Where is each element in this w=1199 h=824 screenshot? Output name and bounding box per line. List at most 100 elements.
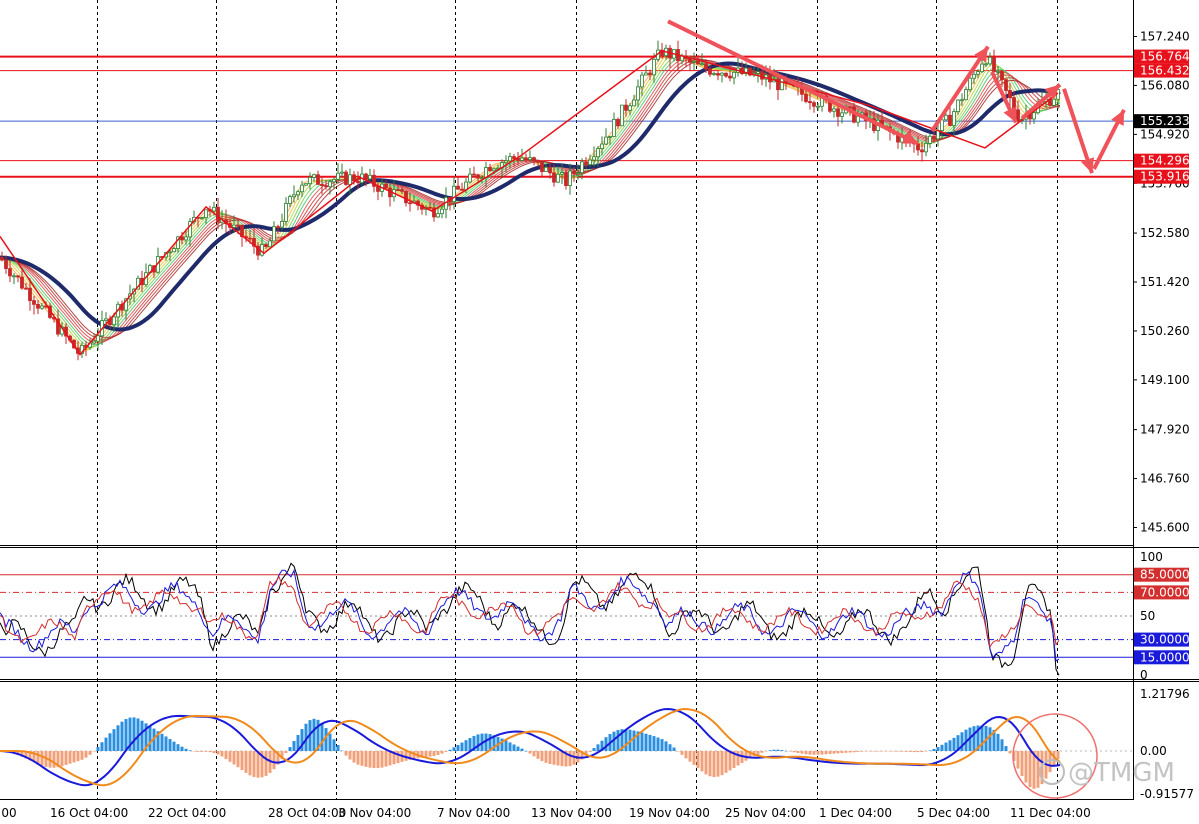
macd-histogram-bar bbox=[248, 751, 252, 776]
price-tick-label: 146.760 bbox=[1140, 472, 1190, 486]
time-axis-label: 22 Oct 04:00 bbox=[148, 806, 226, 820]
candle-body bbox=[456, 185, 460, 190]
stochastic-level-label: 70.0000 bbox=[1140, 585, 1190, 599]
macd-histogram-bar bbox=[244, 751, 248, 773]
time-axis-label: 04:00 bbox=[0, 806, 17, 820]
macd-histogram-bar bbox=[16, 751, 20, 755]
macd-histogram-bar bbox=[888, 751, 892, 752]
candle-body bbox=[536, 160, 540, 163]
stochastic-level-label: 30.0000 bbox=[1140, 633, 1190, 647]
candle-body bbox=[520, 157, 524, 161]
candle-body bbox=[748, 67, 752, 76]
price-tick-label: 157.240 bbox=[1140, 30, 1190, 44]
macd-histogram-bar bbox=[1048, 751, 1052, 773]
macd-histogram-bar bbox=[392, 751, 396, 765]
candle-body bbox=[732, 71, 736, 79]
macd-histogram-bar bbox=[876, 751, 880, 752]
macd-histogram-bar bbox=[916, 751, 920, 753]
stochastic-level-tag bbox=[1134, 585, 1189, 600]
candle-body bbox=[964, 89, 968, 101]
macd-histogram-bar bbox=[220, 751, 224, 757]
macd-histogram-bar bbox=[428, 751, 432, 757]
macd-histogram-bar bbox=[72, 751, 76, 763]
watermark-logo-icon bbox=[1039, 759, 1065, 785]
macd-histogram-bar bbox=[800, 751, 804, 754]
macd-histogram-bar bbox=[760, 751, 764, 753]
macd-histogram-bar bbox=[364, 751, 368, 767]
macd-histogram-bar bbox=[464, 740, 468, 751]
macd-histogram-bar bbox=[380, 751, 384, 768]
macd-histogram-bar bbox=[292, 741, 296, 751]
macd-histogram-bar bbox=[704, 751, 708, 775]
macd-histogram-bar bbox=[560, 751, 564, 767]
current-price-tag bbox=[1134, 114, 1189, 129]
level-price-tag bbox=[1134, 49, 1189, 64]
candle-body bbox=[36, 303, 40, 309]
candle-body bbox=[528, 157, 532, 161]
candle-body bbox=[996, 70, 1000, 73]
macd-histogram-bar bbox=[108, 733, 112, 751]
moving-average-ribbon-line bbox=[0, 59, 1061, 338]
macd-histogram-bar bbox=[892, 751, 896, 752]
macd-histogram-bar bbox=[556, 751, 560, 766]
candle-body bbox=[548, 166, 552, 174]
macd-histogram-bar bbox=[924, 751, 928, 752]
macd-histogram-bar bbox=[828, 751, 832, 754]
time-axis-label: 11 Dec 04:00 bbox=[1010, 806, 1091, 820]
candle-body bbox=[976, 71, 980, 75]
candle-body bbox=[1008, 90, 1012, 99]
candle-body bbox=[24, 287, 28, 290]
candle-body bbox=[8, 268, 12, 277]
macd-histogram-bar bbox=[228, 751, 232, 762]
price-tick-label: 149.100 bbox=[1140, 373, 1190, 387]
macd-histogram-bar bbox=[484, 733, 488, 751]
macd-histogram-bar bbox=[20, 751, 24, 757]
stochastic-level-tag bbox=[1134, 650, 1189, 665]
candle-body bbox=[564, 172, 568, 187]
macd-histogram-bar bbox=[964, 729, 968, 751]
macd-histogram-bar bbox=[112, 729, 116, 751]
macd-histogram-bar bbox=[544, 751, 548, 763]
projection-arrow-head bbox=[902, 131, 918, 144]
candle-body bbox=[180, 236, 184, 241]
candle-body bbox=[940, 119, 944, 131]
macd-histogram-bar bbox=[216, 751, 220, 755]
macd-histogram-bar bbox=[716, 751, 720, 777]
macd-histogram-bar bbox=[1008, 751, 1012, 754]
candle-body bbox=[932, 135, 936, 140]
candle-body bbox=[184, 236, 188, 241]
candle-body bbox=[724, 72, 728, 77]
macd-histogram-bar bbox=[140, 720, 144, 751]
macd-histogram-bar bbox=[352, 751, 356, 763]
macd-histogram-bar bbox=[24, 751, 28, 759]
candle-body bbox=[332, 178, 336, 183]
macd-histogram-bar bbox=[160, 733, 164, 751]
macd-histogram-bar bbox=[948, 740, 952, 751]
candle-body bbox=[188, 221, 192, 238]
macd-histogram-bar bbox=[668, 744, 672, 751]
macd-histogram-bar bbox=[696, 751, 700, 769]
candle-body bbox=[704, 63, 708, 70]
macd-histogram-bar bbox=[256, 751, 260, 778]
candle-body bbox=[552, 172, 556, 183]
macd-histogram-bar bbox=[312, 718, 316, 751]
candle-body bbox=[968, 77, 972, 90]
candle-body bbox=[644, 72, 648, 76]
macd-histogram-bar bbox=[944, 742, 948, 751]
stochastic-tick-label: 100 bbox=[1140, 550, 1163, 564]
candle-body bbox=[276, 226, 280, 229]
macd-histogram-bar bbox=[168, 739, 172, 751]
macd-histogram-bar bbox=[120, 721, 124, 751]
macd-histogram-bar bbox=[96, 747, 100, 751]
candle-body bbox=[556, 173, 560, 183]
macd-histogram-bar bbox=[420, 751, 424, 758]
candle-body bbox=[728, 75, 732, 79]
candle-body bbox=[1016, 109, 1020, 122]
macd-histogram-bar bbox=[404, 751, 408, 761]
macd-histogram-bar bbox=[660, 739, 664, 751]
macd-histogram-bar bbox=[344, 751, 348, 756]
macd-histogram-bar bbox=[1052, 751, 1056, 766]
candle-body bbox=[832, 108, 836, 112]
candle-body bbox=[576, 172, 580, 175]
candle-body bbox=[40, 305, 44, 309]
